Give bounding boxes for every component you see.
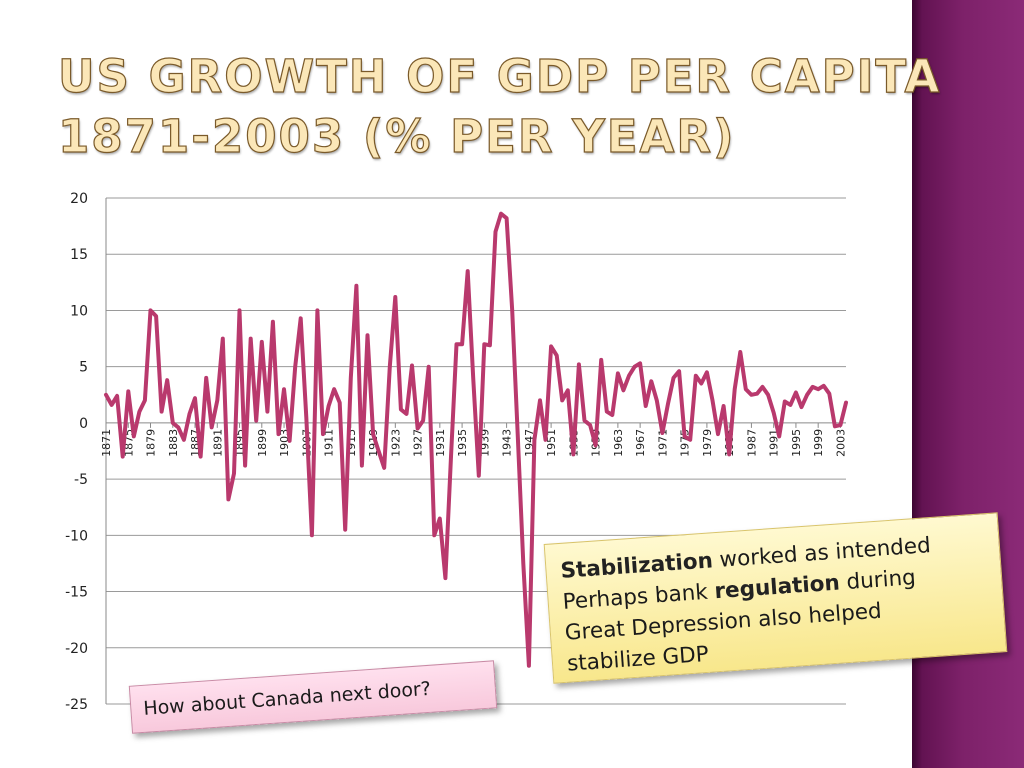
x-tick-label: 1963 (612, 429, 625, 457)
gdp-growth-series-line (104, 211, 848, 668)
y-tick-label: -5 (74, 472, 88, 488)
x-tick-label: 2003 (834, 429, 847, 457)
y-tick-label: -15 (65, 585, 88, 601)
y-tick-label: 20 (70, 191, 88, 207)
y-axis-tick-labels: 20 15 10 5 0 -5 -10 -15 -20 -25 (65, 191, 88, 713)
slide-title-line-1: US GROWTH OF GDP PER CAPITA (57, 50, 942, 103)
x-tick-label: 1883 (167, 429, 180, 457)
x-tick-label: 1979 (701, 429, 714, 457)
y-tick-label: -10 (65, 528, 88, 544)
x-tick-label: 1879 (145, 429, 158, 457)
stabilization-line-2-post: during (838, 565, 917, 596)
x-tick-label: 1975 (679, 429, 692, 457)
y-tick-label: 10 (70, 303, 88, 319)
x-tick-label: 1871 (100, 429, 113, 457)
x-tick-label: 1935 (456, 429, 469, 457)
x-tick-label: 1927 (412, 429, 425, 457)
x-tick-label: 1999 (812, 429, 825, 457)
x-tick-label: 1967 (634, 429, 647, 457)
x-tick-label: 1891 (211, 429, 224, 457)
chart-series (104, 211, 848, 668)
x-tick-label: 1987 (745, 429, 758, 457)
x-tick-label: 1995 (790, 429, 803, 457)
y-tick-label: -25 (65, 697, 88, 713)
x-tick-label: 1971 (656, 429, 669, 457)
y-tick-label: 15 (70, 247, 88, 263)
x-tick-label: 1943 (501, 429, 514, 457)
x-tick-label: 1899 (256, 429, 269, 457)
x-tick-label: 1923 (389, 429, 402, 457)
x-tick-label: 1931 (434, 429, 447, 457)
y-tick-label: 0 (79, 416, 88, 432)
x-tick-label: 1911 (323, 429, 336, 457)
y-tick-label: 5 (79, 360, 88, 376)
slide-title-line-2: 1871-2003 (% PER YEAR) (57, 110, 736, 163)
y-tick-label: -20 (65, 641, 88, 657)
x-tick-label: 1951 (545, 429, 558, 457)
